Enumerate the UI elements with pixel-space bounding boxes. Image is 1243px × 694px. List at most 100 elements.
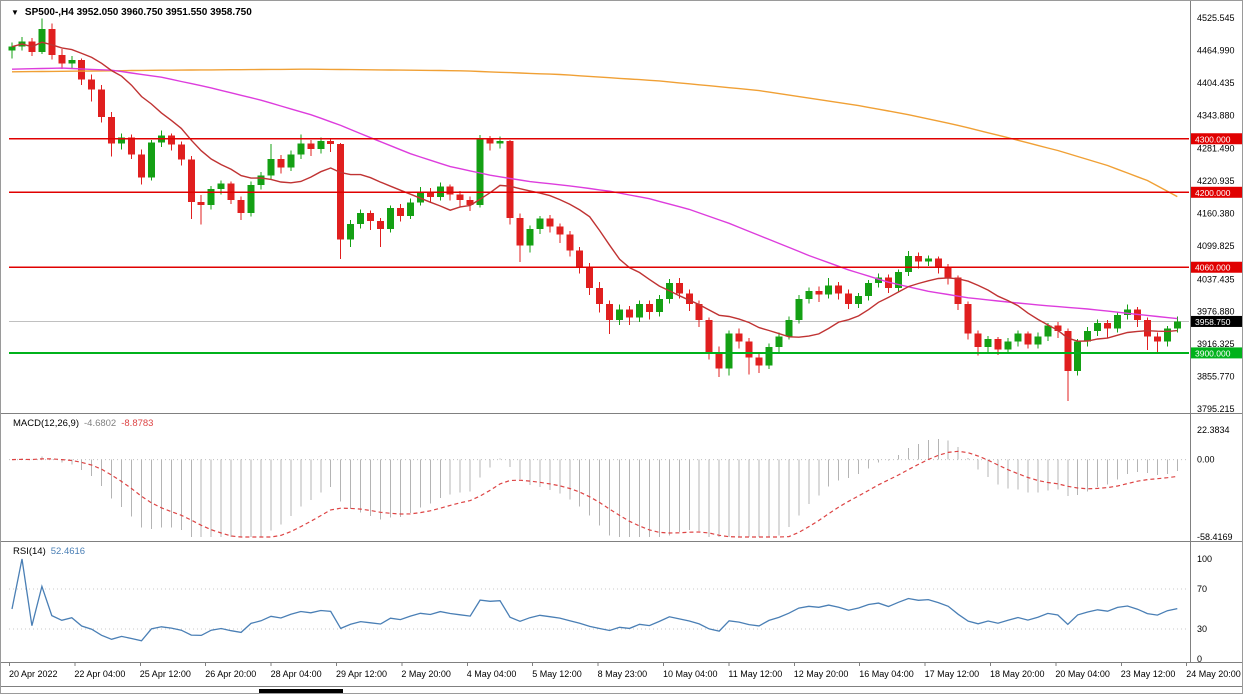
rsi-line bbox=[11, 558, 1178, 642]
candle-down bbox=[486, 139, 494, 144]
candle-down bbox=[108, 116, 116, 144]
candle-down bbox=[546, 218, 554, 227]
candle-up bbox=[616, 309, 624, 321]
candle-up bbox=[775, 336, 783, 348]
macd-signal-line bbox=[11, 450, 1178, 538]
candle-up bbox=[765, 347, 773, 366]
candle-up bbox=[1044, 325, 1052, 337]
candle-up bbox=[805, 290, 813, 299]
candle-up bbox=[267, 159, 275, 176]
price-tick-label: 3916.325 bbox=[1197, 339, 1235, 349]
candle-up bbox=[1084, 330, 1092, 342]
rsi-tick-label: 0 bbox=[1197, 654, 1202, 664]
candle-up bbox=[894, 272, 902, 289]
price-tick-label: 4281.490 bbox=[1197, 144, 1235, 154]
candle-up bbox=[785, 320, 793, 337]
candle-up bbox=[904, 255, 912, 273]
time-tick-label: 29 Apr 12:00 bbox=[336, 669, 388, 679]
scrollbar-thumb[interactable] bbox=[259, 689, 343, 694]
candle-down bbox=[715, 352, 723, 369]
candle-down bbox=[237, 199, 245, 214]
candle-down bbox=[586, 266, 594, 289]
candle-up bbox=[217, 183, 225, 190]
candle-down bbox=[177, 144, 185, 160]
candle-down bbox=[974, 333, 982, 348]
candle-down bbox=[1054, 325, 1062, 331]
candle-up bbox=[317, 140, 325, 149]
candle-down bbox=[516, 217, 524, 246]
candle-down bbox=[845, 293, 853, 305]
time-tick-label: 20 Apr 2022 bbox=[9, 669, 58, 679]
rsi-indicator-label: RSI(14) 52.4616 bbox=[13, 546, 90, 557]
price-level-badge-label: 4300.000 bbox=[1195, 134, 1231, 144]
candle-down bbox=[994, 338, 1002, 350]
chevron-down-icon[interactable]: ▼ bbox=[11, 8, 19, 17]
time-tick-label: 12 May 20:00 bbox=[793, 669, 849, 679]
candle-down bbox=[815, 290, 823, 295]
candle-down bbox=[426, 191, 434, 198]
rsi-tick-label: 100 bbox=[1197, 554, 1212, 564]
candle-down bbox=[78, 60, 86, 80]
candle-up bbox=[1094, 322, 1102, 331]
candle-down bbox=[48, 28, 56, 56]
candle-up bbox=[68, 60, 76, 64]
price-tick-label: 4343.880 bbox=[1197, 110, 1235, 120]
symbol-ohlc-label: SP500-,H4 3952.050 3960.750 3951.550 395… bbox=[24, 7, 252, 18]
candle-down bbox=[576, 250, 584, 267]
price-tick-label: 4099.825 bbox=[1197, 241, 1235, 251]
candle-up bbox=[297, 143, 305, 155]
slow-ma-line bbox=[11, 68, 1178, 198]
candle-up bbox=[38, 28, 46, 53]
price-tick-label: 4464.990 bbox=[1197, 45, 1235, 55]
candle-up bbox=[1163, 328, 1171, 342]
price-level-badge-label: 4200.000 bbox=[1195, 188, 1231, 198]
time-tick-label: 26 Apr 20:00 bbox=[205, 669, 257, 679]
time-tick-label: 20 May 04:00 bbox=[1055, 669, 1110, 679]
candle-down bbox=[705, 320, 713, 353]
candle-down bbox=[695, 304, 703, 321]
time-tick-label: 28 Apr 04:00 bbox=[270, 669, 322, 679]
candle-down bbox=[606, 304, 614, 321]
candle-up bbox=[147, 142, 155, 178]
time-tick-label: 22 Apr 04:00 bbox=[74, 669, 126, 679]
candle-down bbox=[446, 186, 454, 195]
candle-down bbox=[645, 304, 653, 313]
macd-signal-value: -8.8783 bbox=[121, 418, 154, 429]
candle-down bbox=[745, 341, 753, 358]
macd-tick-label: 22.3834 bbox=[1197, 425, 1230, 435]
price-level-badge bbox=[1191, 186, 1242, 198]
rsi-name: RSI(14) bbox=[13, 546, 46, 557]
rsi-tick-label: 70 bbox=[1197, 584, 1207, 594]
macd-tick-label: 0.00 bbox=[1197, 455, 1215, 465]
price-tick-label: 4160.380 bbox=[1197, 209, 1235, 219]
candle-down bbox=[137, 154, 145, 178]
price-tick-label: 4525.545 bbox=[1197, 13, 1235, 23]
time-tick-label: 17 May 12:00 bbox=[924, 669, 980, 679]
candle-down bbox=[675, 282, 683, 294]
candle-down bbox=[277, 159, 285, 168]
candle-down bbox=[506, 140, 514, 218]
candle-down bbox=[934, 258, 942, 267]
macd-main-value: -4.6802 bbox=[84, 418, 117, 429]
candle-down bbox=[626, 309, 634, 318]
candle-down bbox=[556, 226, 564, 235]
candle-up bbox=[207, 189, 215, 206]
price-tick-label: 4404.435 bbox=[1197, 78, 1235, 88]
candle-down bbox=[128, 137, 136, 155]
candle-down bbox=[197, 201, 205, 206]
price-tick-label: 4220.935 bbox=[1197, 176, 1235, 186]
candle-up bbox=[406, 202, 414, 216]
candle-up bbox=[386, 207, 394, 230]
candle-down bbox=[685, 293, 693, 305]
macd-tick-label: -58.4169 bbox=[1197, 532, 1233, 542]
time-tick-label: 10 May 04:00 bbox=[663, 669, 718, 679]
macd-indicator-label: MACD(12,26,9) -4.6802 -8.8783 bbox=[13, 418, 158, 429]
price-tick-label: 3795.215 bbox=[1197, 404, 1235, 414]
time-axis[interactable]: 20 Apr 2022 22 Apr 04:00 25 Apr 12:00 26 Ap… bbox=[1, 666, 1242, 686]
candle-down bbox=[1024, 333, 1032, 345]
chart-header: ▼ SP500-,H4 3952.050 3960.750 3951.550 39… bbox=[11, 7, 252, 18]
candle-up bbox=[655, 298, 663, 313]
candle-up bbox=[924, 258, 932, 262]
